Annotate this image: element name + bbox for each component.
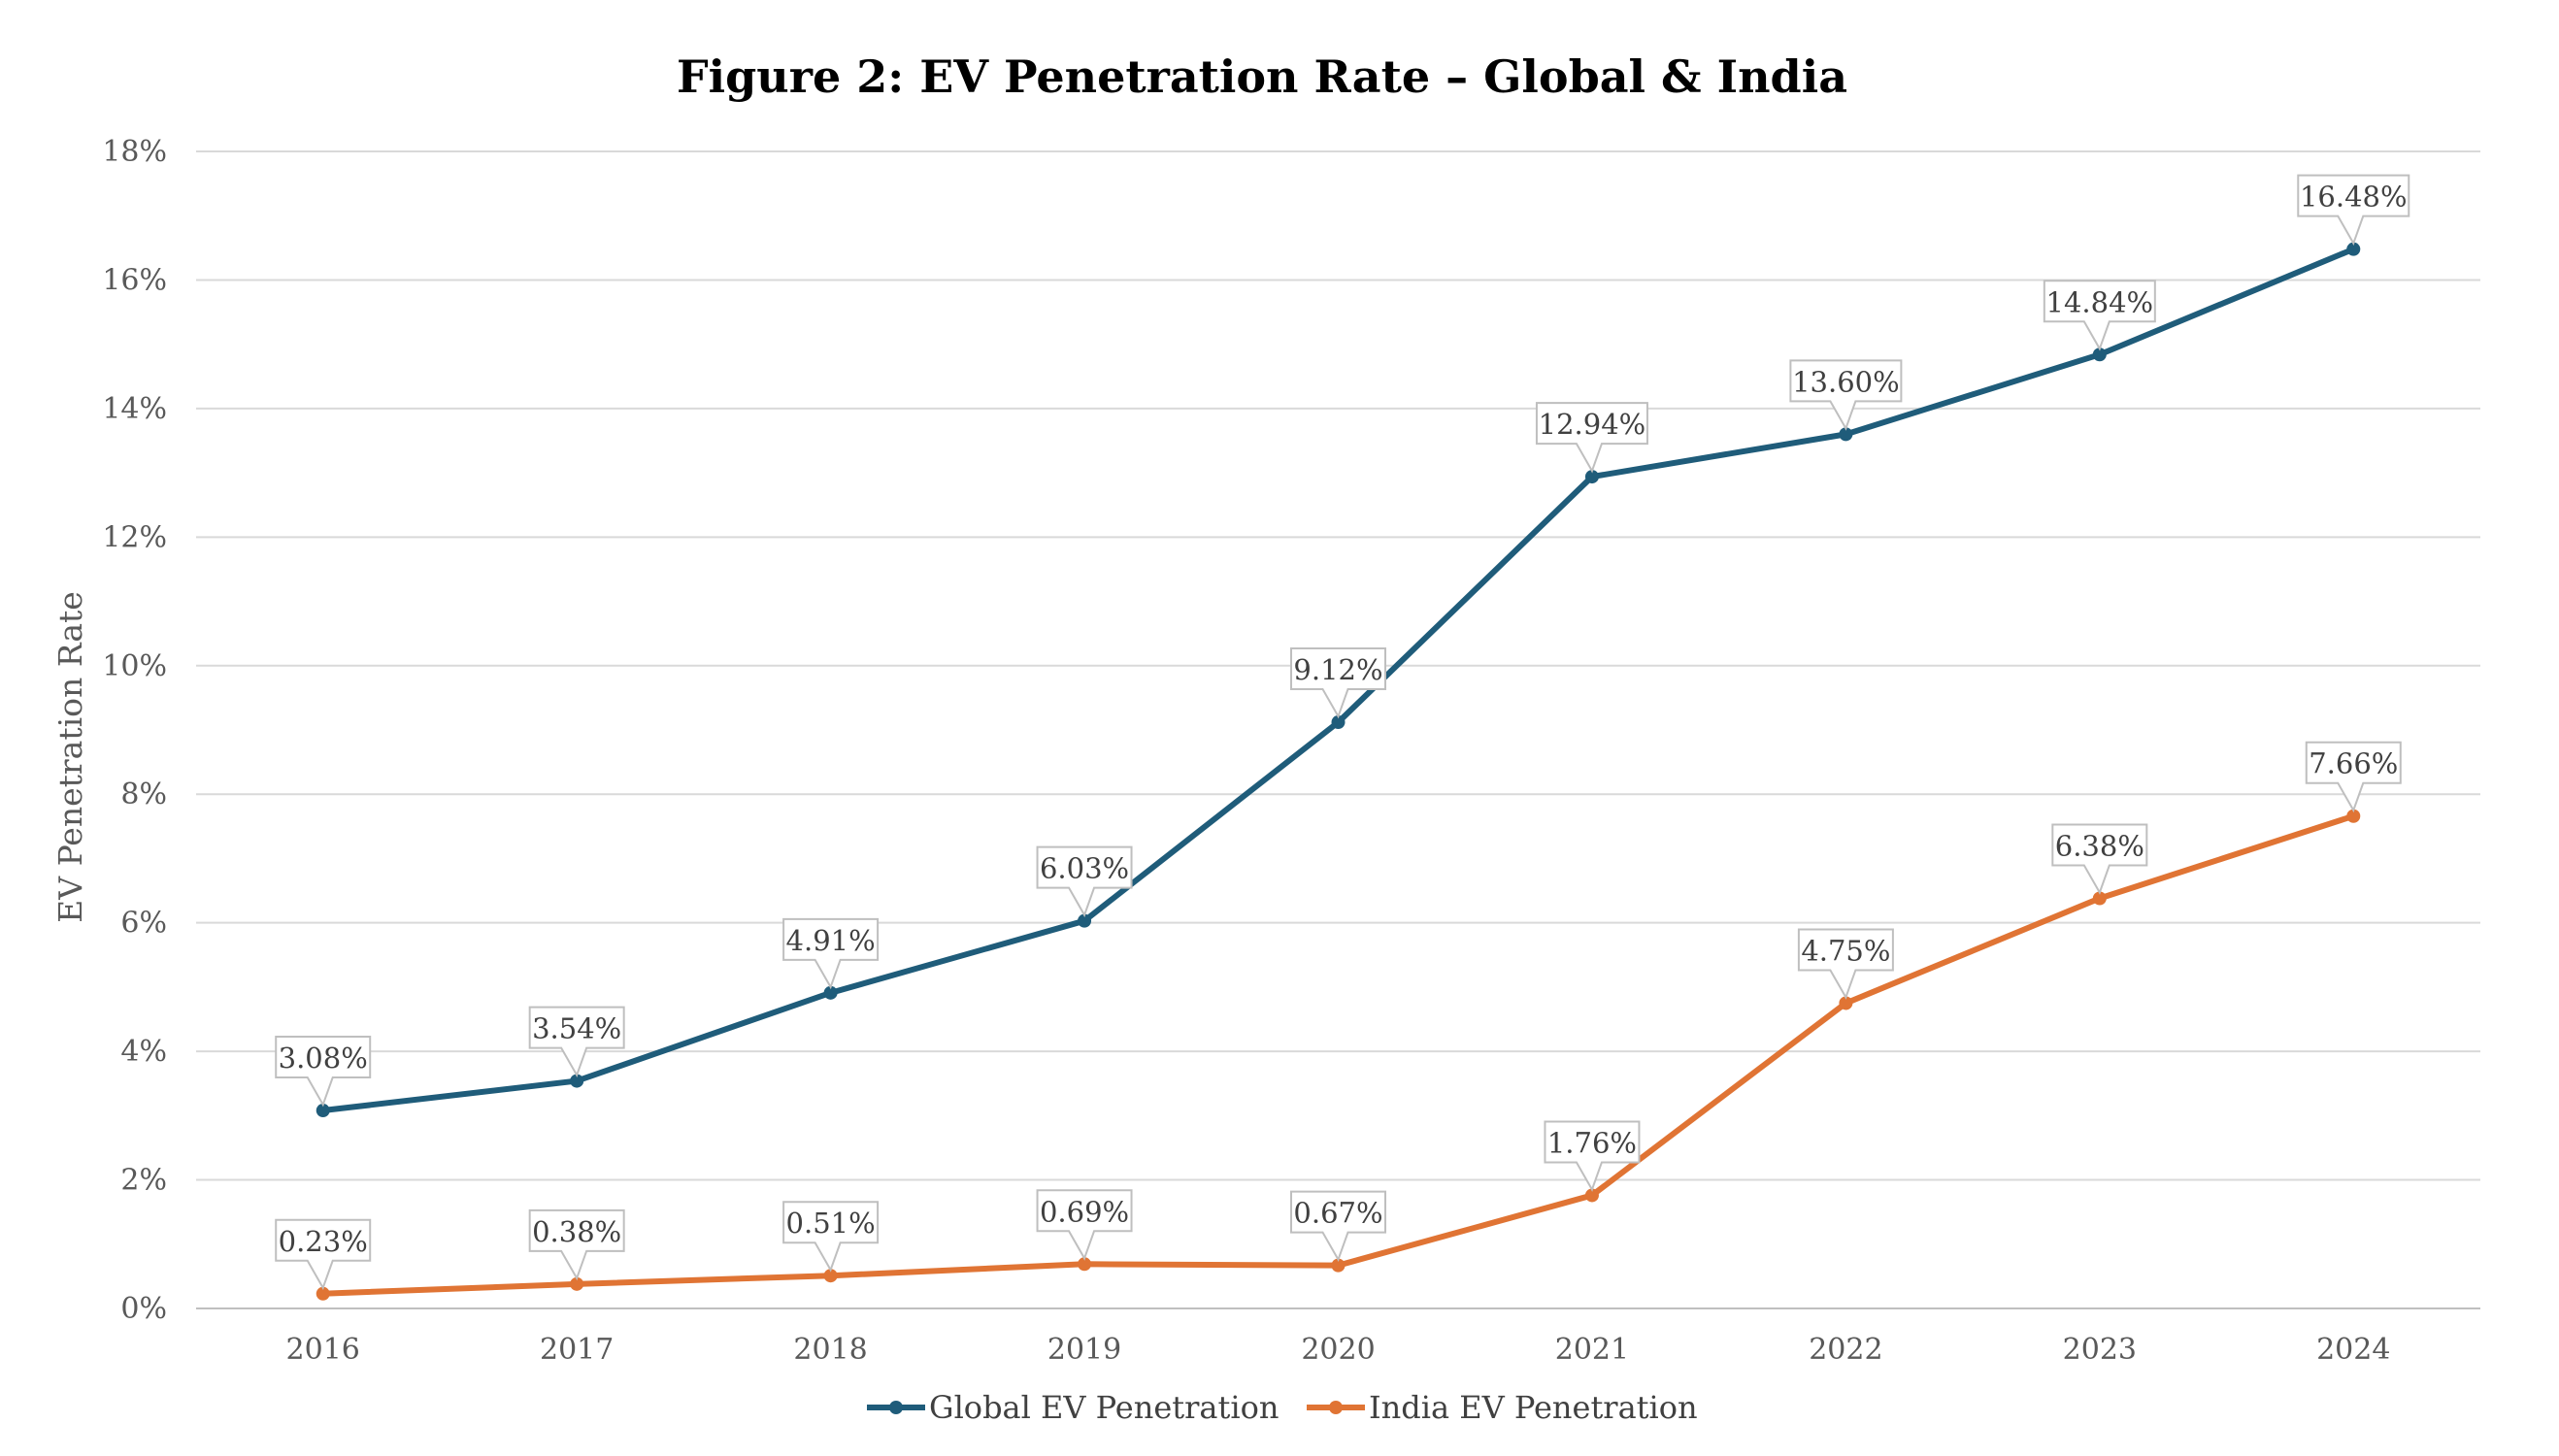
data-point (1584, 1188, 1599, 1203)
legend-entry: Global EV Penetration (929, 1389, 1279, 1426)
y-axis-label: EV Penetration Rate (51, 591, 89, 923)
data-point (2092, 891, 2107, 906)
data-label: 6.38% (2055, 830, 2144, 863)
x-axis-ticks: 2016 2017 2018 2019 2020 2021 2022 2023 2024 (286, 1333, 2391, 1367)
data-label-callout (528, 1208, 625, 1281)
x-tick-label: 2021 (1555, 1333, 1629, 1367)
y-tick-label: 18% (102, 135, 167, 169)
chart-title: Figure 2: EV Penetration Rate – Global &… (677, 50, 1847, 103)
data-point (316, 1104, 330, 1118)
y-axis-ticks: 0% 2% 4% 6% 8% 10% 12% 14% 16% 18% (102, 135, 167, 1326)
data-point (1839, 996, 1853, 1010)
x-tick-label: 2019 (1047, 1333, 1121, 1367)
data-point (316, 1286, 330, 1301)
y-tick-label: 6% (120, 907, 167, 941)
data-point (1078, 913, 1092, 928)
series-lines (316, 242, 2361, 1301)
data-point (570, 1074, 584, 1088)
data-point (823, 985, 838, 1000)
data-point (2092, 347, 2107, 362)
data-label: 12.94% (1539, 408, 1646, 441)
data-label-callout (2297, 174, 2410, 247)
x-tick-label: 2017 (540, 1333, 614, 1367)
data-label: 4.91% (786, 924, 876, 957)
data-label: 0.23% (279, 1225, 368, 1258)
y-tick-label: 10% (102, 649, 167, 683)
y-tick-label: 8% (120, 778, 167, 811)
data-label-callout (275, 1036, 372, 1108)
y-tick-label: 14% (102, 392, 167, 426)
data-label-callout (1544, 1120, 1641, 1192)
data-label-callout (1036, 1189, 1133, 1261)
x-tick-label: 2023 (2063, 1333, 2137, 1367)
y-tick-label: 2% (120, 1164, 167, 1198)
data-label-callout (1036, 845, 1133, 918)
data-label: 13.60% (1792, 365, 1900, 398)
y-tick-label: 0% (120, 1292, 167, 1326)
data-label-callout (782, 1201, 880, 1273)
data-label-callout (528, 1006, 625, 1077)
data-label-callout (2051, 823, 2148, 895)
data-label-callout (1797, 928, 1894, 1000)
data-label: 6.03% (1040, 852, 1129, 885)
data-label-callout (1535, 402, 1648, 474)
data-label-callout (2043, 280, 2156, 351)
data-point (1839, 427, 1853, 442)
x-tick-label: 2016 (286, 1333, 360, 1367)
data-point (570, 1276, 584, 1291)
gridlines (196, 150, 2480, 1309)
data-label: 3.54% (532, 1012, 621, 1045)
data-labels: 3.08% 3.54% 4.91% 6.03% 9.12% 12.94% 13.60% 14.… (275, 174, 2410, 1291)
data-label: 0.67% (1293, 1197, 1382, 1230)
data-label: 4.75% (1801, 934, 1890, 967)
data-point (2346, 809, 2361, 823)
data-label-callout (1789, 359, 1903, 431)
data-label: 16.48% (2300, 181, 2408, 214)
data-label-callout (782, 917, 880, 990)
data-point (1584, 470, 1599, 484)
y-tick-label: 4% (120, 1035, 167, 1069)
y-tick-label: 12% (102, 520, 167, 554)
data-point (2346, 242, 2361, 256)
data-label: 9.12% (1293, 653, 1382, 686)
data-label-callout (1290, 1190, 1386, 1263)
data-label-callout (2305, 741, 2402, 813)
legend-swatch-marker (1329, 1401, 1343, 1414)
data-label-callout (1290, 647, 1386, 719)
legend-swatch-marker (889, 1401, 903, 1414)
x-tick-label: 2022 (1809, 1333, 1882, 1367)
data-label: 0.69% (1040, 1195, 1129, 1228)
data-point (823, 1269, 838, 1283)
x-tick-label: 2018 (793, 1333, 867, 1367)
data-point (1331, 1258, 1346, 1273)
legend-entry: India EV Penetration (1369, 1389, 1698, 1426)
data-point (1078, 1257, 1092, 1272)
y-tick-label: 16% (102, 263, 167, 297)
data-label: 3.08% (279, 1042, 368, 1075)
data-label: 14.84% (2046, 285, 2154, 318)
data-label: 0.38% (532, 1215, 621, 1248)
data-label-callout (275, 1218, 372, 1291)
data-label: 0.51% (786, 1207, 876, 1240)
data-label: 1.76% (1547, 1126, 1637, 1159)
x-tick-label: 2024 (2316, 1333, 2390, 1367)
legend: Global EV Penetration India EV Penetratio… (867, 1389, 1698, 1426)
x-tick-label: 2020 (1301, 1333, 1375, 1367)
data-point (1331, 715, 1346, 730)
data-label: 7.66% (2309, 747, 2398, 780)
